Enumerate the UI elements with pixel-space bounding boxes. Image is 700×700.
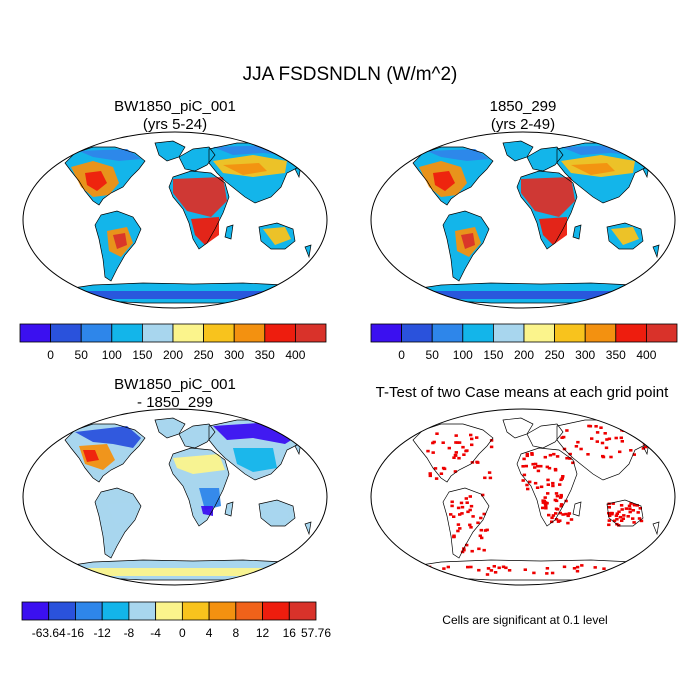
land-antarctica: [401, 560, 661, 580]
colorbar-box: [645, 323, 678, 343]
colorbar-box: [21, 601, 50, 621]
colorbar-label: 200: [514, 348, 534, 362]
colorbar-box: [431, 323, 464, 343]
colorbar-box: [48, 601, 76, 621]
land-europe: [527, 424, 563, 448]
colorbar-label: 100: [102, 348, 122, 362]
colorbar-panel1: 0 50 100 150 200 250 300 350 400: [19, 323, 327, 362]
colorbar-label: 300: [224, 348, 244, 362]
land-greenland: [503, 141, 533, 161]
land-north-america: [413, 424, 493, 482]
colorbar-label: 0: [179, 626, 186, 640]
colorbar-box: [172, 323, 205, 343]
colorbar-label: 100: [453, 348, 473, 362]
colorbar-label: 150: [483, 348, 503, 362]
colorbar-box: [19, 323, 52, 343]
colorbar-box: [101, 601, 130, 621]
panel2-title-line1: 1850_299: [489, 98, 557, 115]
colorbar-label: 250: [194, 348, 214, 362]
colorbar-box: [462, 323, 494, 343]
map-border: [22, 131, 328, 309]
colorbar-label: 50: [75, 348, 89, 362]
colorbar-label: 250: [545, 348, 565, 362]
colorbar-panel3: -63.64 -16 -12 -8 -4 0 4 8 12 16 57.76: [21, 601, 331, 640]
colorbar-box: [235, 601, 263, 621]
colorbar-box: [615, 323, 647, 343]
map-panel-1850-299: [370, 131, 676, 309]
colorbar-label: 400: [636, 348, 656, 362]
map-panel-ttest: [370, 408, 676, 586]
colorbar-box: [554, 323, 586, 343]
colorbar-box: [370, 323, 403, 343]
colorbar-box: [401, 323, 433, 343]
panel1-title-line2: (yrs 5-24): [142, 116, 208, 133]
land-europe: [179, 424, 215, 448]
colorbar-label: 0: [398, 348, 405, 362]
colorbar-box: [493, 323, 525, 343]
colorbar-panel2: 0 50 100 150 200 250 300 350 400: [370, 323, 678, 362]
colorbar-label: 0: [47, 348, 54, 362]
land-europe: [179, 147, 215, 171]
colorbar-box: [75, 601, 103, 621]
colorbar-box: [80, 323, 113, 343]
land-greenland: [155, 141, 185, 161]
land-south-america: [443, 488, 489, 558]
colorbar-box: [142, 323, 174, 343]
colorbar-label: -63.64: [32, 626, 66, 640]
map-border: [370, 408, 676, 586]
colorbar-box: [262, 601, 290, 621]
colorbar-box: [50, 323, 82, 343]
colorbar-box: [155, 601, 183, 621]
panel1-title: BW1850_piC_001 (yrs 5-24): [23, 98, 327, 134]
colorbar-label: 350: [606, 348, 626, 362]
colorbar-box: [294, 323, 327, 343]
map-border: [22, 408, 328, 586]
significance-note: Cells are significant at 0.1 level: [442, 613, 608, 627]
colorbar-label: 350: [255, 348, 275, 362]
colorbar-label: 4: [206, 626, 213, 640]
colorbar-label: 150: [132, 348, 152, 362]
colorbar-box: [111, 323, 143, 343]
colorbar-box: [233, 323, 266, 343]
colorbar-box: [203, 323, 235, 343]
land-greenland: [155, 418, 185, 438]
colorbar-box: [264, 323, 296, 343]
colorbar-label: 12: [256, 626, 270, 640]
map-border: [370, 131, 676, 309]
colorbar-box: [523, 323, 556, 343]
colorbar-label: 200: [163, 348, 183, 362]
land-europe: [527, 147, 563, 171]
panel4-title: T-Test of two Case means at each grid po…: [375, 384, 669, 401]
colorbar-label: 57.76: [301, 626, 331, 640]
colorbar-label: -16: [67, 626, 85, 640]
panel3-title: BW1850_piC_001 - 1850_299: [23, 376, 327, 412]
panel3-title-line1: BW1850_piC_001: [114, 376, 236, 393]
colorbar-label: -8: [124, 626, 135, 640]
field-shading: [53, 145, 313, 299]
colorbar-box: [288, 601, 317, 621]
colorbar-label: 16: [283, 626, 297, 640]
colorbar-label: 300: [575, 348, 595, 362]
colorbar-label: 400: [285, 348, 305, 362]
colorbar-box: [584, 323, 617, 343]
colorbar-box: [208, 601, 237, 621]
coastlines: [400, 417, 663, 581]
panel3-title-line2: - 1850_299: [137, 394, 213, 411]
panel1-title-line1: BW1850_piC_001: [114, 98, 236, 115]
map-panel-difference: [22, 408, 328, 586]
map-panel-bw1850: [22, 131, 328, 309]
panel2-title: 1850_299 (yrs 2-49): [371, 98, 675, 134]
panel2-title-line2: (yrs 2-49): [490, 116, 556, 133]
field-shading: [401, 145, 661, 299]
colorbar-label: -4: [150, 626, 161, 640]
figure-title: JJA FSDSNDLN (W/m^2): [242, 64, 458, 85]
colorbar-label: 50: [426, 348, 440, 362]
colorbar-box: [181, 601, 210, 621]
colorbar-box: [128, 601, 157, 621]
colorbar-label: -12: [94, 626, 112, 640]
colorbar-label: 8: [232, 626, 239, 640]
land-greenland: [503, 418, 533, 438]
